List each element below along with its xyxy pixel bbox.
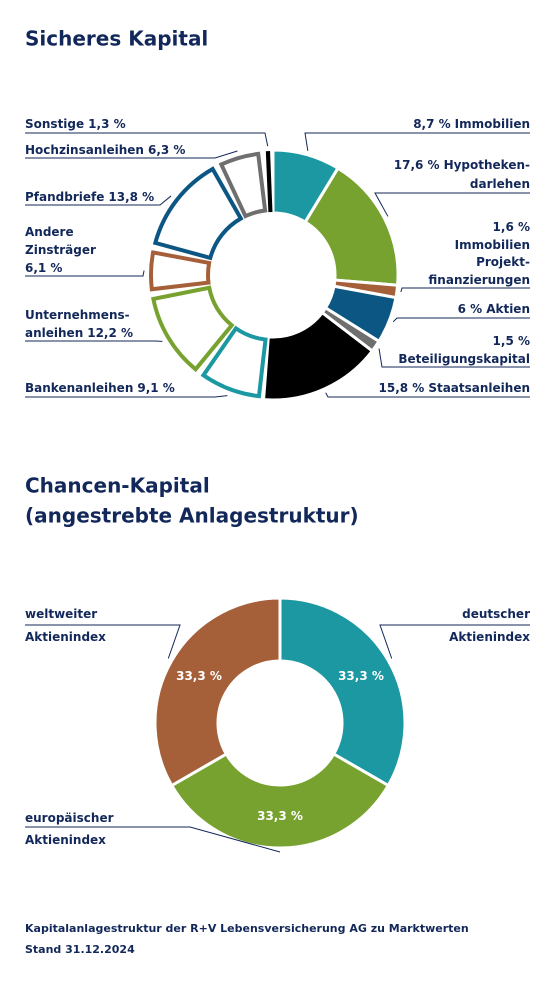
footer-note: Kapitalanlagestruktur der R+V Lebensvers…	[25, 922, 469, 935]
donut-segment	[265, 151, 273, 213]
category-label: Sonstige	[25, 117, 84, 131]
segment-label: Andere	[25, 225, 74, 239]
category-label: Zinsträger	[25, 243, 96, 257]
donut-segment	[278, 596, 407, 788]
segment-label: Immobilien	[455, 238, 530, 252]
category-label: Andere	[25, 225, 74, 239]
category-label: Immobilien	[455, 238, 530, 252]
value-label: 1,3 %	[88, 117, 125, 131]
value-label: 9,1 %	[137, 381, 174, 395]
value-label: 17,6 %	[394, 158, 440, 172]
leader-line	[25, 270, 145, 277]
segment-label: Pfandbriefe 13,8 %	[25, 190, 154, 204]
category-label: Immobilien	[455, 117, 530, 131]
category-label: Bankenanleihen	[25, 381, 133, 395]
value-label: 33,3 %	[176, 669, 222, 683]
segment-label: darlehen	[470, 177, 530, 191]
leader-line	[400, 287, 530, 293]
segment-label: Unternehmens-	[25, 308, 130, 322]
category-label: Aktienindex	[25, 833, 106, 847]
chart-title: Sicheres Kapital	[25, 27, 208, 51]
leader-line	[25, 150, 238, 159]
segment-label: Zinsträger	[25, 243, 96, 257]
category-label: deutscher	[462, 607, 530, 621]
donut-segment	[153, 596, 282, 788]
chart-title: Chancen-Kapital	[25, 474, 210, 498]
value-label: 33,3 %	[257, 809, 303, 823]
footer-note: Stand 31.12.2024	[25, 943, 135, 956]
segment-label: europäischer	[25, 811, 114, 825]
segment-label: Sonstige 1,3 %	[25, 117, 126, 131]
donut-segment	[200, 325, 268, 399]
segment-label: Aktienindex	[449, 630, 530, 644]
leader-line	[378, 348, 530, 368]
leader-line	[25, 624, 181, 659]
category-label: Pfandbriefe	[25, 190, 104, 204]
segment-label: anleihen 12,2 %	[25, 326, 133, 340]
segment-label: 15,8 % Staatsanleihen	[379, 381, 531, 395]
chart-title: (angestrebte Anlagestruktur)	[25, 504, 359, 528]
segment-label: 1,5 %	[493, 334, 530, 348]
segment-label: 17,6 % Hypotheken-	[394, 158, 530, 172]
value-label: 8,7 %	[413, 117, 450, 131]
category-label: Projekt-	[476, 255, 530, 269]
value-label: 6 %	[458, 302, 483, 316]
donut-segment	[169, 751, 391, 850]
leader-line	[25, 826, 281, 853]
leader-line	[25, 195, 172, 206]
category-label: europäischer	[25, 811, 114, 825]
segment-label: weltweiter	[25, 607, 97, 621]
value-label: 15,8 %	[379, 381, 425, 395]
leader-line	[374, 192, 530, 217]
segment-label: Aktienindex	[25, 833, 106, 847]
segment-label: Projekt-	[476, 255, 530, 269]
category-label: Aktienindex	[449, 630, 530, 644]
value-label: 6,3 %	[148, 143, 185, 157]
segment-label: 8,7 % Immobilien	[413, 117, 530, 131]
leader-line	[304, 132, 530, 151]
value-label: 1,5 %	[493, 334, 530, 348]
segment-label: 1,6 %	[493, 220, 530, 234]
category-label: Aktien	[486, 302, 530, 316]
donut-segment	[152, 166, 244, 261]
donut-segment	[261, 310, 375, 402]
category-label: Hochzinsanleihen	[25, 143, 144, 157]
donut-segment	[218, 151, 268, 219]
segment-label: Bankenanleihen 9,1 %	[25, 381, 175, 395]
category-label: Beteiligungskapital	[398, 352, 530, 366]
leader-line	[25, 395, 228, 398]
segment-label: 6,1 %	[25, 261, 62, 275]
segment-label: 6 % Aktien	[458, 302, 530, 316]
leader-line	[392, 317, 530, 323]
donut-segment	[151, 285, 235, 373]
category-label: Unternehmens-	[25, 308, 130, 322]
category-label: finanzierungen	[428, 273, 530, 287]
segment-label: deutscher	[462, 607, 530, 621]
value-label: 1,6 %	[493, 220, 530, 234]
leader-line	[325, 392, 530, 398]
category-label: darlehen	[470, 177, 530, 191]
category-label: Staatsanleihen	[428, 381, 530, 395]
value-label: 6,1 %	[25, 261, 62, 275]
segment-label: Beteiligungskapital	[398, 352, 530, 366]
segment-label: finanzierungen	[428, 273, 530, 287]
segment-label: Hochzinsanleihen 6,3 %	[25, 143, 185, 157]
leader-line	[379, 624, 530, 659]
segment-label: Aktienindex	[25, 630, 106, 644]
category-label: Aktienindex	[25, 630, 106, 644]
value-label: 12,2 %	[87, 326, 133, 340]
category-label: weltweiter	[25, 607, 97, 621]
leader-line	[25, 132, 269, 147]
category-label: Hypotheken-	[444, 158, 530, 172]
category-label: anleihen	[25, 326, 83, 340]
donut-segment	[149, 250, 212, 292]
value-label: 13,8 %	[108, 190, 154, 204]
value-label: 33,3 %	[338, 669, 384, 683]
